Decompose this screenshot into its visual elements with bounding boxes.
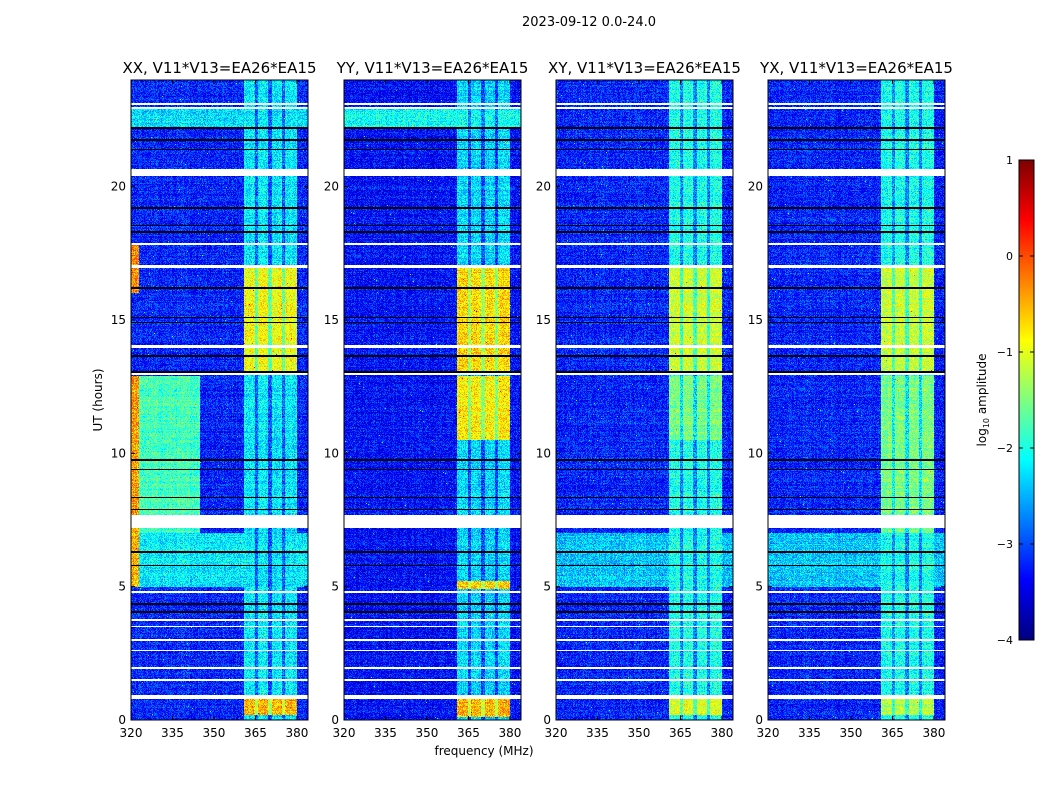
y-tick-label: 15 (536, 313, 551, 327)
y-tick-label: 0 (118, 713, 126, 727)
x-tick-label: 365 (457, 726, 480, 740)
x-tick-label: 380 (285, 726, 308, 740)
y-tick-label: 20 (748, 180, 763, 194)
y-tick-label: 10 (324, 446, 339, 460)
y-tick-label: 10 (748, 446, 763, 460)
suptitle: 2023-09-12 0.0-24.0 (522, 15, 656, 30)
x-tick-label: 335 (586, 726, 609, 740)
x-tick-label: 320 (120, 726, 143, 740)
colorbar-label-sub: 10 (982, 418, 991, 428)
colorbar-tick-label: −3 (997, 538, 1013, 551)
y-tick-label: 5 (118, 580, 126, 594)
colorbar-label: log10 amplitude (975, 354, 991, 447)
colorbar-frame (1018, 159, 1035, 641)
y-axis-label: UT (hours) (91, 368, 105, 431)
y-tick-label: 5 (543, 580, 551, 594)
x-tick-label: 350 (203, 726, 226, 740)
colorbar-tick-label: −1 (997, 346, 1013, 359)
panel-frame (555, 79, 734, 721)
y-tick-label: 0 (331, 713, 339, 727)
y-tick-label: 20 (111, 180, 126, 194)
heatmap-panel-yy (344, 80, 521, 720)
panel-title: XX, V11*V13=EA26*EA15 (122, 59, 316, 77)
y-tick-label: 5 (331, 580, 339, 594)
y-tick-label: 20 (324, 180, 339, 194)
y-tick-label: 15 (111, 313, 126, 327)
heatmap-panel-xy (556, 80, 733, 720)
y-tick-label: 0 (755, 713, 763, 727)
y-tick-label: 15 (324, 313, 339, 327)
x-tick-label: 320 (333, 726, 356, 740)
x-tick-label: 365 (244, 726, 267, 740)
panel-frame (767, 79, 946, 721)
panel-title: XY, V11*V13=EA26*EA15 (548, 59, 741, 77)
colorbar-label-rest: amplitude (975, 354, 989, 418)
heatmap-panel-xx (131, 80, 308, 720)
panel-frame (130, 79, 309, 721)
y-tick-label: 5 (755, 580, 763, 594)
x-tick-label: 365 (881, 726, 904, 740)
colorbar-tick-label: 0 (1006, 250, 1013, 263)
x-tick-label: 320 (545, 726, 568, 740)
x-tick-label: 380 (710, 726, 733, 740)
heatmap-panel-yx (768, 80, 945, 720)
panel-title: YX, V11*V13=EA26*EA15 (759, 59, 953, 77)
x-tick-label: 320 (757, 726, 780, 740)
y-tick-label: 15 (748, 313, 763, 327)
x-tick-label: 335 (798, 726, 821, 740)
x-tick-label: 350 (628, 726, 651, 740)
panel-frame (343, 79, 522, 721)
panel-title: YY, V11*V13=EA26*EA15 (336, 59, 529, 77)
x-tick-label: 380 (922, 726, 945, 740)
y-tick-label: 10 (111, 446, 126, 460)
y-tick-label: 0 (543, 713, 551, 727)
x-axis-label: frequency (MHz) (434, 744, 533, 758)
svg-text:log10 amplitude: log10 amplitude (975, 354, 991, 447)
y-tick-label: 20 (536, 180, 551, 194)
colorbar-label-main: log (975, 428, 989, 446)
x-tick-label: 335 (374, 726, 397, 740)
x-tick-label: 365 (669, 726, 692, 740)
x-tick-label: 335 (161, 726, 184, 740)
x-tick-label: 350 (416, 726, 439, 740)
colorbar-tick-label: 1 (1006, 154, 1013, 167)
x-tick-label: 350 (840, 726, 863, 740)
colorbar-tick-label: −4 (997, 634, 1013, 647)
colorbar-tick-label: −2 (997, 442, 1013, 455)
y-tick-label: 10 (536, 446, 551, 460)
x-tick-label: 380 (498, 726, 521, 740)
colorbar (1019, 160, 1034, 640)
